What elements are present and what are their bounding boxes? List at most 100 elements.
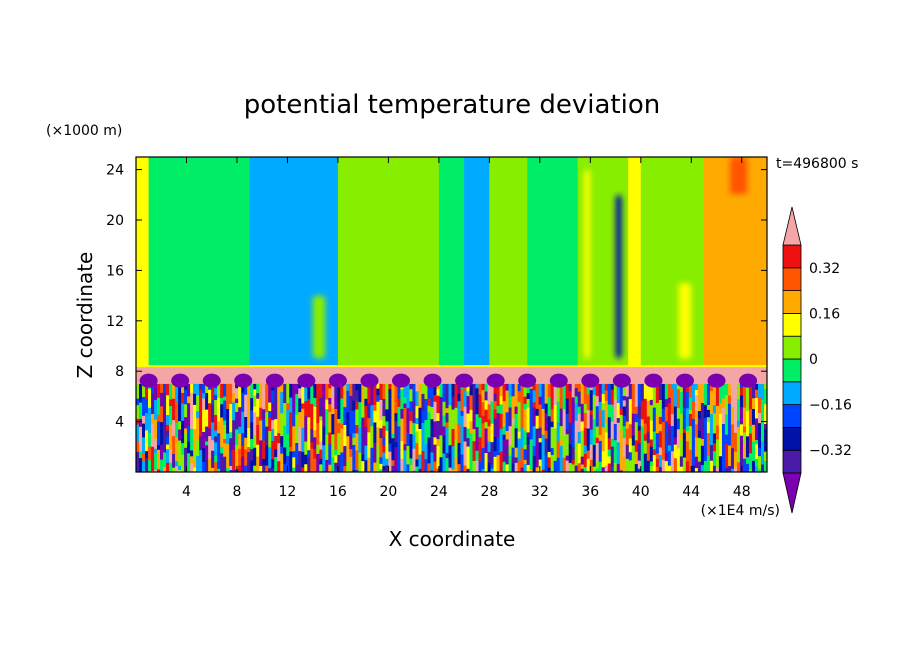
bl-cell: [301, 408, 305, 429]
bl-cell: [433, 437, 438, 446]
bl-cell: [724, 443, 729, 451]
bl-cell: [355, 433, 359, 451]
bl-cell: [337, 383, 341, 409]
bl-cell: [637, 383, 642, 407]
bl-cell: [403, 407, 408, 422]
bl-cell: [682, 428, 687, 434]
bl-cell: [292, 383, 296, 391]
bl-cell: [595, 437, 600, 444]
bl-cell: [211, 450, 215, 469]
bl-cell: [499, 383, 504, 397]
bl-cell: [742, 432, 747, 445]
bl-cell: [682, 383, 687, 396]
bl-cell: [610, 389, 615, 406]
bl-cell: [676, 408, 681, 420]
bl-cell: [343, 446, 347, 467]
bl-cell: [748, 453, 753, 471]
bl-cell: [739, 435, 744, 459]
bl-cell: [154, 419, 158, 440]
bl-cell: [718, 403, 723, 415]
bl-cell: [544, 383, 549, 404]
bl-cell: [142, 453, 146, 462]
bl-cell: [244, 437, 248, 450]
inversion-blob: [423, 373, 442, 388]
bl-cell: [631, 435, 636, 446]
bl-cell: [304, 383, 308, 394]
bl-cell: [271, 440, 275, 460]
bl-cell: [664, 453, 669, 462]
bl-cell: [280, 453, 284, 472]
bl-cell: [613, 423, 618, 441]
bl-cell: [301, 451, 305, 468]
bl-cell: [196, 418, 200, 441]
bl-cell: [217, 383, 221, 399]
bl-cell: [478, 454, 483, 462]
bl-cell: [676, 389, 681, 409]
bl-cell: [742, 443, 747, 460]
bl-cell: [286, 433, 290, 457]
bl-cell: [643, 434, 648, 442]
bl-cell: [313, 383, 317, 399]
bl-cell: [388, 383, 393, 390]
bl-cell: [739, 457, 744, 469]
bl-cell: [340, 459, 344, 472]
bl-cell: [376, 427, 380, 446]
bl-cell: [346, 436, 350, 462]
x-tick-label: 48: [733, 484, 751, 500]
bl-cell: [688, 426, 693, 451]
bl-cell: [214, 430, 218, 437]
bl-cell: [151, 413, 155, 425]
bl-cell: [250, 460, 254, 472]
bl-cell: [256, 393, 260, 400]
bl-cell: [460, 436, 465, 456]
bl-cell: [493, 409, 498, 420]
colorbar-segment: [782, 290, 802, 314]
bl-cell: [211, 400, 215, 406]
bl-cell: [523, 449, 528, 461]
bl-cell: [424, 420, 429, 438]
bl-cell: [634, 464, 639, 472]
bl-cell: [466, 413, 471, 429]
x-tick-label: 32: [531, 484, 549, 500]
bl-cell: [436, 420, 441, 440]
bl-cell: [331, 441, 335, 458]
bl-cell: [415, 459, 420, 467]
bl-cell: [268, 411, 272, 419]
bl-cell: [136, 451, 140, 471]
bl-cell: [232, 442, 236, 451]
y-tick-label: 24: [106, 163, 124, 179]
bl-cell: [244, 394, 248, 418]
bl-cell: [511, 418, 516, 425]
bl-cell: [574, 388, 579, 397]
bl-cell: [415, 418, 420, 425]
bl-cell: [316, 444, 320, 455]
bl-cell: [646, 442, 651, 462]
bl-cell: [148, 388, 152, 409]
inversion-blob: [360, 373, 379, 388]
bl-cell: [631, 413, 636, 436]
bl-cell: [541, 434, 546, 455]
bl-cell: [712, 443, 717, 452]
bl-cell: [259, 440, 263, 467]
bl-cell: [328, 388, 332, 399]
bl-cell: [484, 400, 489, 411]
bl-cell: [739, 387, 744, 396]
bl-cell: [532, 390, 537, 403]
bl-cell: [283, 447, 287, 465]
bl-cell: [643, 383, 648, 400]
bl-cell: [628, 460, 633, 472]
bl-cell: [301, 403, 305, 410]
bl-cell: [679, 439, 684, 452]
bl-cell: [367, 403, 371, 419]
bl-cell: [523, 459, 528, 465]
bl-cell: [700, 428, 705, 440]
bl-cell: [622, 438, 627, 458]
bl-cell: [298, 412, 302, 427]
bl-cell: [289, 446, 293, 452]
bl-cell: [523, 430, 528, 446]
bl-cell: [166, 462, 170, 472]
bl-cell: [706, 383, 711, 406]
bl-cell: [442, 435, 447, 454]
bl-cell: [517, 431, 522, 439]
